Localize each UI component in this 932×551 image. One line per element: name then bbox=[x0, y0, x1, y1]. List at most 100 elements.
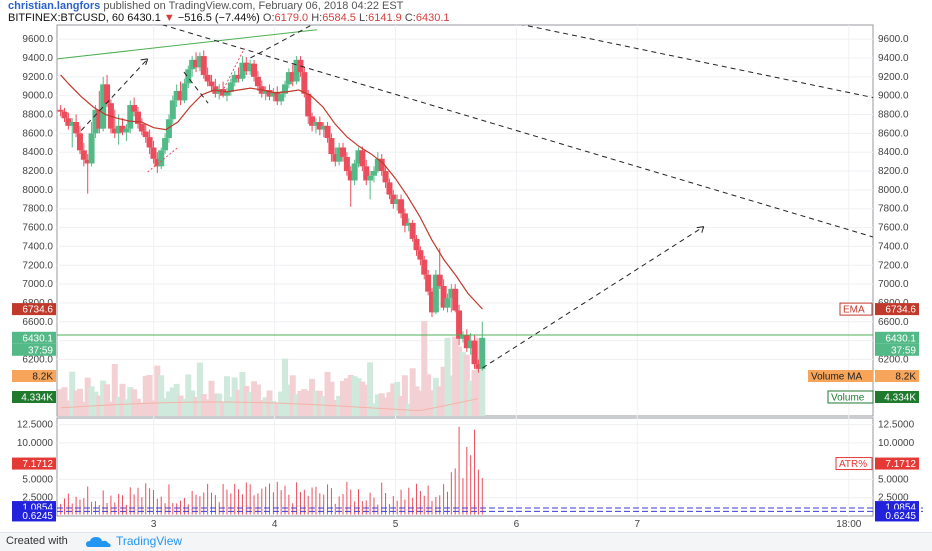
volume-bar bbox=[471, 369, 478, 416]
candle-body bbox=[61, 111, 68, 119]
svg-text:7.1712: 7.1712 bbox=[885, 459, 916, 470]
svg-text:0.6245: 0.6245 bbox=[22, 511, 53, 522]
y-tick-label-left: 6200.0 bbox=[22, 354, 53, 365]
volume-bar bbox=[123, 399, 130, 416]
y-tick-label-right: 9000.0 bbox=[878, 91, 909, 102]
atr-tick-label-left: 12.5000 bbox=[17, 420, 54, 431]
volume-bar bbox=[305, 390, 312, 416]
candle-body bbox=[235, 74, 242, 79]
volume-bar bbox=[204, 399, 211, 416]
candle-body bbox=[196, 56, 203, 68]
candle-body bbox=[386, 182, 393, 195]
volume-bar bbox=[69, 371, 76, 416]
y-tick-label-left: 8800.0 bbox=[22, 110, 53, 121]
candle-body bbox=[231, 74, 238, 83]
created-with-text: Created with bbox=[6, 535, 68, 547]
candle-body bbox=[96, 109, 103, 129]
atr-tick-label-left: 5.0000 bbox=[22, 474, 53, 485]
ema-name-tag: EMA bbox=[839, 302, 873, 316]
volume-bar bbox=[61, 387, 68, 416]
price-chart[interactable]: 6200.06200.06400.06400.06600.06600.06800… bbox=[0, 0, 932, 532]
symbol-name: BITFINEX:BTCUSD, 60 bbox=[8, 12, 125, 24]
volume-bar bbox=[254, 384, 261, 416]
high-label: H: bbox=[311, 12, 323, 24]
atr-tick-label-left: 10.0000 bbox=[17, 438, 54, 449]
svg-text:6734.6: 6734.6 bbox=[885, 305, 916, 316]
volume-bar bbox=[100, 380, 107, 416]
candle-body bbox=[239, 62, 246, 79]
volume-bar bbox=[401, 375, 408, 416]
candle-body bbox=[285, 72, 292, 85]
volume-bar bbox=[251, 381, 258, 416]
volume-bar bbox=[73, 390, 80, 416]
candle-body bbox=[432, 274, 439, 313]
candle-body bbox=[428, 291, 435, 313]
y-tick-label-right: 8200.0 bbox=[878, 166, 909, 177]
volume-bar bbox=[134, 398, 141, 416]
candle-body bbox=[162, 138, 169, 151]
volume-bar bbox=[417, 390, 424, 416]
volume-bar bbox=[223, 376, 230, 416]
y-tick-label-right: 7800.0 bbox=[878, 204, 909, 215]
volume-bar bbox=[227, 396, 234, 416]
candle-body bbox=[440, 285, 447, 308]
candle-body bbox=[421, 259, 428, 275]
volume-bar bbox=[452, 336, 459, 416]
author-link[interactable]: christian.langfors bbox=[8, 0, 101, 12]
volume-bar bbox=[343, 378, 350, 416]
svg-text:6430.1: 6430.1 bbox=[885, 333, 916, 344]
volume-bar bbox=[231, 377, 238, 416]
volume-bar bbox=[158, 375, 165, 416]
candle-body bbox=[459, 334, 466, 339]
candle-body bbox=[436, 274, 443, 286]
publish-line: christian.langfors published on TradingV… bbox=[8, 0, 403, 12]
y-tick-label-left: 9000.0 bbox=[22, 91, 53, 102]
svg-text:Volume MA: Volume MA bbox=[811, 372, 862, 383]
candle-body bbox=[216, 89, 223, 94]
volume-tag-right: 4.334K bbox=[875, 391, 919, 404]
candle-body bbox=[401, 213, 408, 226]
svg-text:6430.1: 6430.1 bbox=[22, 333, 53, 344]
svg-text:1.0854: 1.0854 bbox=[885, 503, 916, 514]
volume-bar bbox=[239, 371, 246, 416]
trendline bbox=[250, 25, 313, 59]
y-tick-label-right: 9400.0 bbox=[878, 53, 909, 64]
drawings[interactable] bbox=[57, 22, 873, 369]
volume-bar bbox=[146, 374, 153, 416]
y-tick-label-right: 9600.0 bbox=[878, 34, 909, 45]
candles[interactable] bbox=[57, 50, 486, 373]
volume-bar bbox=[173, 383, 180, 416]
volume-bar bbox=[459, 352, 466, 416]
trendline bbox=[147, 147, 179, 173]
y-tick-label-right: 6200.0 bbox=[878, 354, 909, 365]
volume-name-tag: Volume bbox=[827, 390, 874, 404]
open-value: 6179.0 bbox=[274, 12, 309, 24]
candle-body bbox=[220, 89, 227, 96]
chart-header: christian.langfors published on TradingV… bbox=[0, 0, 932, 24]
volume-bar bbox=[390, 383, 397, 416]
volume-bar bbox=[370, 403, 377, 416]
candle-body bbox=[452, 288, 459, 311]
volume-bar bbox=[165, 391, 172, 416]
y-tick-label-left: 8600.0 bbox=[22, 128, 53, 139]
candle-body bbox=[409, 222, 416, 239]
candle-body bbox=[266, 90, 273, 97]
low-label: L: bbox=[358, 12, 369, 24]
volume-bar bbox=[181, 398, 188, 416]
volume-bar bbox=[312, 390, 319, 416]
trendline bbox=[57, 29, 317, 60]
candle-body bbox=[274, 91, 281, 102]
candle-body bbox=[467, 340, 474, 349]
volume-bar bbox=[301, 389, 308, 416]
volume-bar bbox=[428, 390, 435, 416]
svg-text:37:59: 37:59 bbox=[28, 345, 53, 356]
candle-body bbox=[154, 158, 161, 167]
open-label: O: bbox=[262, 12, 275, 24]
volume-bar bbox=[448, 375, 455, 416]
volume-ma-tag-left: 8.2K bbox=[12, 370, 56, 383]
candle-body bbox=[281, 84, 288, 94]
volume-ma-line bbox=[60, 398, 478, 412]
candle-body bbox=[479, 337, 486, 369]
candle-body bbox=[76, 133, 83, 151]
tradingview-brand[interactable]: TradingView bbox=[116, 534, 183, 548]
